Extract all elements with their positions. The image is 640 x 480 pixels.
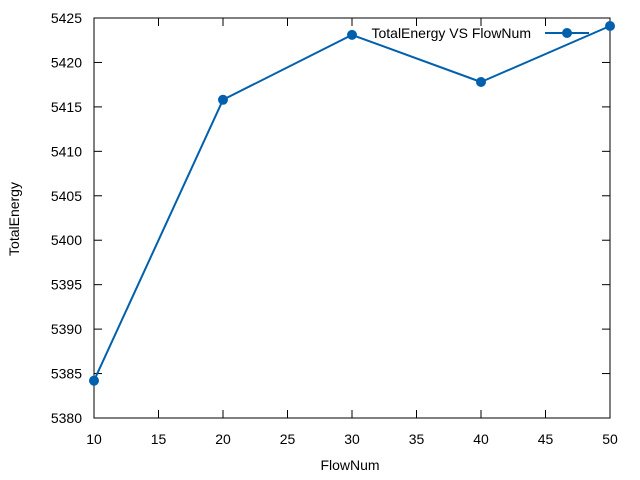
series-layer bbox=[89, 21, 615, 386]
legend-label: TotalEnergy VS FlowNum bbox=[371, 25, 531, 41]
data-point bbox=[347, 29, 357, 40]
x-tick-label: 30 bbox=[344, 431, 360, 447]
legend-marker bbox=[562, 28, 572, 38]
y-tick-label: 5400 bbox=[51, 232, 82, 248]
x-tick-label: 35 bbox=[409, 431, 425, 447]
x-tick-label: 45 bbox=[538, 431, 554, 447]
y-tick-label: 5425 bbox=[51, 10, 82, 26]
plot-frame bbox=[93, 17, 611, 419]
data-point bbox=[89, 375, 99, 386]
y-tick-label: 5390 bbox=[51, 321, 82, 337]
series-line bbox=[93, 25, 611, 382]
y-tick-label: 5415 bbox=[51, 99, 82, 115]
y-tick-label: 5395 bbox=[51, 277, 82, 293]
x-tick-label: 50 bbox=[602, 431, 618, 447]
x-tick-label: 10 bbox=[86, 431, 102, 447]
y-tick-label: 5405 bbox=[51, 188, 82, 204]
y-tick-label: 5385 bbox=[51, 366, 82, 382]
y-tick-label: 5410 bbox=[51, 143, 82, 159]
data-point bbox=[476, 77, 486, 87]
data-point bbox=[605, 21, 615, 31]
plot-border bbox=[93, 17, 611, 419]
y-tick-label: 5380 bbox=[51, 410, 82, 426]
axis-ticks: 10 15 20 25 30 35 40 45 50 5380 5385 5390 5395 5400 54… bbox=[51, 10, 618, 447]
data-point bbox=[218, 94, 228, 105]
x-axis-title: FlowNum bbox=[320, 457, 379, 473]
x-tick-label: 20 bbox=[215, 431, 231, 447]
x-tick-label: 15 bbox=[151, 431, 167, 447]
y-tick-label: 5420 bbox=[51, 54, 82, 70]
x-tick-label: 25 bbox=[280, 431, 296, 447]
legend: TotalEnergy VS FlowNum bbox=[371, 25, 589, 41]
y-axis-title: TotalEnergy bbox=[6, 182, 22, 256]
x-tick-label: 40 bbox=[473, 431, 489, 447]
